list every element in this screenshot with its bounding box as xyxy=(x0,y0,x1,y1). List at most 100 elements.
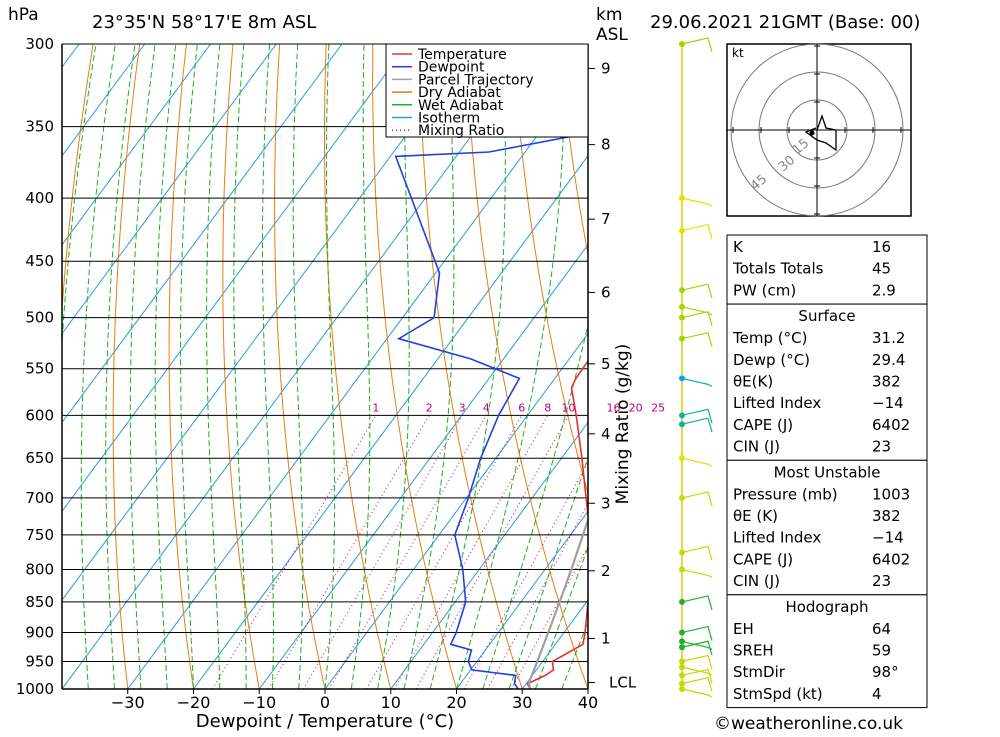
wind-barb xyxy=(681,640,713,656)
index-value: 45 xyxy=(872,260,891,278)
dry-adiabat-line xyxy=(979,44,1000,689)
indices-section-title: Hodograph xyxy=(785,598,868,616)
mixing-ratio-line xyxy=(415,415,569,689)
wind-barb xyxy=(681,625,713,641)
wet-adiabat-line xyxy=(154,44,177,689)
asl-unit-label: ASL xyxy=(596,25,628,45)
wind-barb xyxy=(681,595,713,611)
mixing-ratio-label: 20 xyxy=(629,401,643,414)
wind-barb xyxy=(681,377,713,387)
wind-barb xyxy=(681,668,713,684)
hodograph-unit: kt xyxy=(732,46,744,60)
wind-barb xyxy=(681,457,713,467)
mixing-ratio-label: 1 xyxy=(372,401,379,414)
km-tick-label: 2 xyxy=(601,562,611,580)
mixing-ratio-line xyxy=(393,415,549,689)
mixing-ratio-label: 4 xyxy=(483,401,490,414)
wind-barb xyxy=(681,491,713,507)
index-value: 4 xyxy=(872,685,882,703)
km-tick-label: 8 xyxy=(601,136,611,154)
index-label: Lifted Index xyxy=(733,529,821,547)
wind-barb xyxy=(681,37,713,53)
index-label: Lifted Index xyxy=(733,394,821,412)
mixing-ratio-label: 10 xyxy=(561,401,575,414)
isotherm-line xyxy=(193,155,588,689)
pressure-tick-label: 700 xyxy=(25,489,54,507)
index-value: 1003 xyxy=(872,485,910,503)
mixing-ratio-label: 6 xyxy=(518,401,525,414)
isotherm-line xyxy=(127,66,588,689)
index-label: CAPE (J) xyxy=(733,550,793,568)
dry-adiabat-line xyxy=(324,44,392,689)
pressure-tick-label: 600 xyxy=(25,406,54,424)
legend-box xyxy=(385,43,589,138)
wet-adiabat-line xyxy=(105,44,136,689)
wet-adiabat-line xyxy=(292,44,304,689)
storm-motion-marker xyxy=(809,130,815,136)
indices-section xyxy=(726,234,928,305)
x-tick-label: 30 xyxy=(512,693,532,712)
index-label: SREH xyxy=(733,642,774,660)
km-tick-label: 1 xyxy=(601,629,611,647)
wind-barb xyxy=(681,223,713,239)
axes: −30 −20 −10 0 10 20 30 40 xyxy=(61,44,598,712)
dry-adiabat-line xyxy=(418,44,523,689)
isotherm-line xyxy=(62,44,211,246)
dry-adiabat-line xyxy=(372,44,457,689)
x-tick-label: −30 xyxy=(111,693,145,712)
mixing-ratio-label: 2 xyxy=(426,401,433,414)
x-tick-label: 40 xyxy=(578,693,598,712)
wind-barb xyxy=(681,666,713,676)
indices-section-title: Surface xyxy=(798,307,855,325)
km-tick-label: 9 xyxy=(601,59,611,77)
legend-label: Dry Adiabat xyxy=(418,85,501,101)
wind-barb xyxy=(681,306,713,316)
wind-barb xyxy=(681,545,713,561)
pressure-tick-label: 350 xyxy=(25,118,54,136)
isotherm-line xyxy=(62,44,343,424)
x-tick-label: 0 xyxy=(320,693,330,712)
x-tick-label: 10 xyxy=(381,693,401,712)
wind-barb xyxy=(681,640,713,650)
pressure-tick-label: 300 xyxy=(25,35,54,53)
dry-adiabat-line xyxy=(932,44,1000,689)
index-label: θE(K) xyxy=(733,373,773,391)
index-value: 6402 xyxy=(872,416,910,434)
wind-barb xyxy=(681,688,713,698)
index-value: 16 xyxy=(872,238,891,256)
mixing-ratio-axis-title: Mixing Ratio (g/kg) xyxy=(613,344,633,505)
index-value: 6402 xyxy=(872,550,910,568)
isotherm-line xyxy=(62,44,540,689)
legend-label: Temperature xyxy=(417,47,507,63)
wet-adiabat-line xyxy=(534,545,588,689)
isotherm-line xyxy=(324,332,588,689)
pressure-tick-label: 800 xyxy=(25,560,54,578)
index-value: 29.4 xyxy=(872,351,905,369)
wet-adiabat-line xyxy=(377,44,410,689)
wet-adiabat-line xyxy=(206,44,221,689)
legend-label: Dewpoint xyxy=(418,60,485,76)
km-tick-label: 6 xyxy=(601,283,611,301)
indices-section-title: Most Unstable xyxy=(774,463,881,481)
indices-section xyxy=(726,303,928,461)
mixing-ratio-label: 8 xyxy=(544,401,551,414)
km-unit-label: km xyxy=(596,5,622,25)
wind-profile xyxy=(679,37,713,698)
isotherm-line xyxy=(0,44,13,689)
dry-adiabat-line xyxy=(558,44,588,258)
index-label: StmDir xyxy=(733,663,786,681)
index-value: 23 xyxy=(872,572,891,590)
wind-barb xyxy=(681,417,713,433)
pressure-tick-label: 400 xyxy=(25,189,54,207)
wind-barb xyxy=(681,331,713,347)
height-axis: 1 2 3 4 5 6 7 8 9 LCL xyxy=(588,59,637,692)
temperature-line xyxy=(526,359,588,689)
index-label: Pressure (mb) xyxy=(733,485,838,503)
wind-barb xyxy=(681,408,713,424)
index-value: −14 xyxy=(872,529,904,547)
x-tick-label: −20 xyxy=(177,693,211,712)
mixing-ratio-label: 3 xyxy=(459,401,466,414)
wet-adiabat-line xyxy=(62,44,97,689)
index-label: CIN (J) xyxy=(733,572,780,590)
